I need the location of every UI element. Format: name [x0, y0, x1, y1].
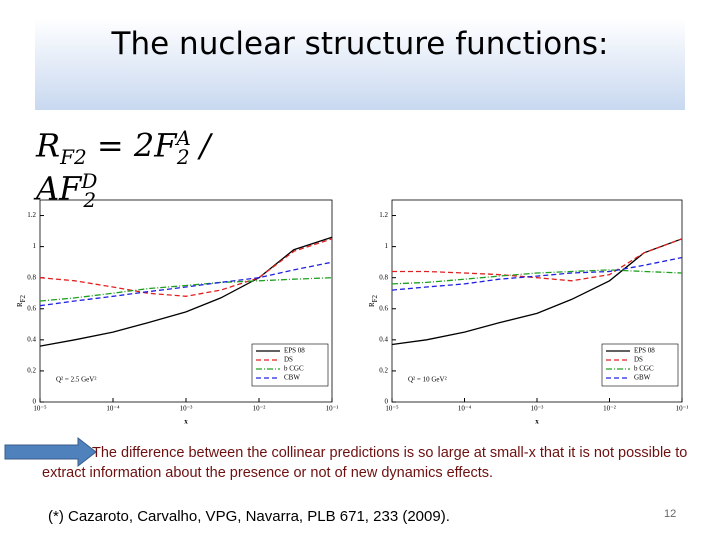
y-tick-label: 0.8 [379, 273, 388, 281]
annotation: Q² = 2.5 GeV² [56, 376, 96, 384]
legend-label: GBW [634, 374, 651, 382]
formula-part: D [81, 169, 98, 194]
x-tick-label: 10⁻⁴ [106, 405, 120, 413]
formula-part: = 2F [96, 126, 177, 165]
y-tick-label: 0.2 [27, 367, 36, 375]
series-line [391, 269, 683, 285]
y-tick-label: 0 [33, 398, 37, 406]
x-tick-label: 10⁻¹ [676, 405, 689, 413]
series-line [392, 238, 683, 282]
series-line [391, 238, 683, 346]
arrow [4, 436, 97, 468]
formula-part: A [176, 126, 191, 150]
y-tick-label: 0.8 [27, 273, 36, 281]
y-axis-label: RF2 [368, 294, 379, 307]
page-number: 12 [664, 508, 677, 520]
legend-label: DS [284, 356, 293, 364]
y-axis-label: RF2 [16, 294, 27, 307]
x-tick-label: 10⁻³ [180, 405, 193, 413]
x-tick-label: 10⁻¹ [326, 405, 339, 413]
annotation: Q² = 10 GeV² [408, 376, 447, 384]
legend-box [601, 343, 679, 387]
x-tick-label: 10⁻⁴ [458, 405, 472, 413]
y-axis-label-main: R [368, 302, 376, 307]
slide-title: The nuclear structure functions: [111, 26, 609, 62]
series-line [39, 236, 333, 347]
series-line [39, 277, 333, 302]
body-text: The difference between the collinear pre… [42, 445, 688, 481]
formula-part: / AF [36, 126, 211, 208]
y-tick-label: 0.6 [27, 304, 36, 312]
formula-part: F2 [60, 145, 87, 170]
x-axis-label: x [184, 418, 188, 426]
y-axis-label-sub: F2 [19, 294, 27, 302]
legend-label: b CGC [284, 365, 304, 373]
formula-part: R [36, 126, 61, 165]
legend-label: EPS 08 [634, 347, 655, 355]
y-tick-label: 0.4 [27, 335, 36, 343]
y-axis-label-main: R [16, 302, 24, 307]
x-tick-label: 10⁻³ [531, 405, 544, 413]
legend-label: DS [634, 356, 643, 364]
y-tick-label: 1 [385, 242, 389, 250]
x-tick-label: 10⁻⁵ [33, 405, 47, 413]
y-tick-label: 0 [385, 398, 389, 406]
series-line [39, 261, 333, 307]
y-tick-label: 0.6 [379, 304, 388, 312]
y-tick-label: 1.2 [379, 211, 388, 219]
formula: RF2 = 2FA2 / AFD2 [36, 126, 281, 212]
y-tick-label: 0.4 [379, 335, 388, 343]
y-tick-label: 1.2 [27, 211, 36, 219]
title-band [35, 18, 685, 110]
y-tick-label: 1 [33, 242, 37, 250]
formula-part: 2 [176, 145, 190, 170]
x-tick-label: 10⁻² [603, 405, 616, 413]
legend-label: b CGC [634, 365, 654, 373]
legend-label: EPS 08 [284, 347, 305, 355]
legend-label: CBW [284, 374, 300, 382]
y-tick-label: 0.2 [379, 367, 388, 375]
series-line [391, 256, 683, 291]
reference: (*) Cazaroto, Carvalho, VPG, Navarra, PL… [48, 508, 450, 525]
y-axis-label-sub: F2 [371, 294, 379, 302]
x-tick-label: 10⁻² [253, 405, 266, 413]
series-line [39, 238, 333, 297]
x-axis-label: x [535, 418, 539, 426]
x-tick-label: 10⁻⁵ [385, 405, 399, 413]
